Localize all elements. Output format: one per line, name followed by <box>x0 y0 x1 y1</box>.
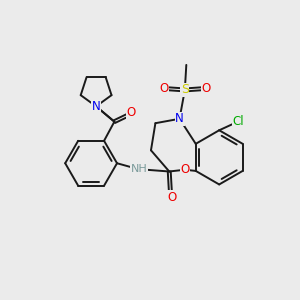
Text: O: O <box>168 191 177 204</box>
Text: Cl: Cl <box>232 115 244 128</box>
Text: S: S <box>181 83 189 96</box>
Text: O: O <box>180 163 190 176</box>
Text: N: N <box>92 99 100 112</box>
Text: O: O <box>159 82 168 95</box>
Text: NH: NH <box>130 164 147 174</box>
Text: N: N <box>92 100 100 113</box>
Text: O: O <box>201 82 211 95</box>
Text: O: O <box>127 106 136 119</box>
Text: N: N <box>175 112 184 125</box>
